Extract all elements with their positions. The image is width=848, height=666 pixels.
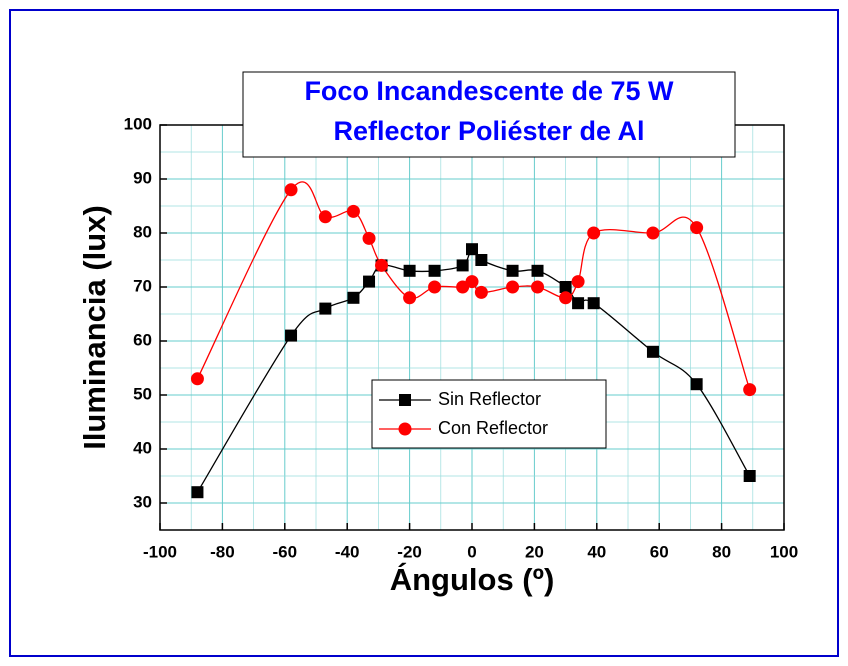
y-tick-label: 100 — [124, 114, 152, 133]
data-point — [428, 280, 442, 294]
data-point — [284, 183, 298, 197]
data-point — [587, 226, 601, 240]
x-tick-label: -80 — [210, 542, 235, 561]
y-axis-label: Iluminancia (lux) — [77, 205, 112, 450]
data-point — [428, 264, 441, 277]
data-point — [347, 291, 360, 304]
x-tick-label: 40 — [587, 542, 606, 561]
data-point — [466, 243, 478, 256]
title-box — [242, 71, 736, 158]
y-tick-label: 70 — [133, 276, 152, 295]
legend-marker — [398, 422, 412, 436]
data-point — [375, 258, 389, 272]
data-point — [646, 226, 660, 240]
x-tick-label: -100 — [143, 542, 177, 561]
data-point — [506, 264, 519, 277]
x-tick-label: 20 — [525, 542, 544, 561]
data-point — [191, 486, 204, 499]
chart-title: Foco Incandescente de 75 W — [304, 76, 674, 106]
data-point — [571, 275, 585, 289]
chart-title: Reflector Poliéster de Al — [333, 116, 644, 146]
data-point — [743, 383, 757, 397]
x-tick-label: -20 — [397, 542, 422, 561]
x-tick-label: 0 — [467, 542, 476, 561]
data-point — [690, 378, 703, 391]
data-point — [190, 372, 204, 386]
legend-label: Sin Reflector — [438, 389, 541, 409]
data-point — [474, 285, 488, 299]
data-point — [506, 280, 520, 294]
data-point — [362, 231, 376, 245]
x-tick-label: -40 — [335, 542, 360, 561]
x-axis-label: Ángulos (º) — [390, 562, 555, 597]
data-point — [743, 470, 756, 482]
data-point — [475, 254, 488, 266]
data-point — [403, 264, 416, 277]
y-tick-label: 60 — [133, 330, 152, 349]
data-point — [363, 275, 376, 288]
x-tick-label: 80 — [712, 542, 731, 561]
y-tick-label: 90 — [133, 168, 152, 187]
data-point — [465, 275, 479, 289]
data-point — [559, 291, 573, 305]
x-tick-label: 100 — [770, 542, 798, 561]
data-point — [285, 329, 298, 342]
legend-marker — [399, 394, 411, 406]
y-tick-label: 80 — [133, 222, 152, 241]
legend-label: Con Reflector — [438, 418, 548, 438]
data-point — [403, 291, 417, 305]
data-point — [690, 221, 704, 235]
y-tick-label: 50 — [133, 384, 152, 403]
data-point — [318, 210, 332, 224]
data-point — [456, 259, 469, 272]
data-point — [319, 302, 332, 315]
data-point — [646, 345, 659, 358]
x-tick-label: -60 — [273, 542, 298, 561]
y-tick-label: 30 — [133, 492, 152, 511]
y-tick-label: 40 — [133, 438, 152, 457]
data-point — [572, 297, 585, 310]
data-point — [587, 297, 600, 310]
data-point — [531, 264, 544, 277]
data-point — [559, 281, 572, 293]
x-tick-label: 60 — [650, 542, 669, 561]
data-point — [346, 204, 360, 218]
data-point — [531, 280, 545, 294]
legend-box — [371, 379, 607, 449]
